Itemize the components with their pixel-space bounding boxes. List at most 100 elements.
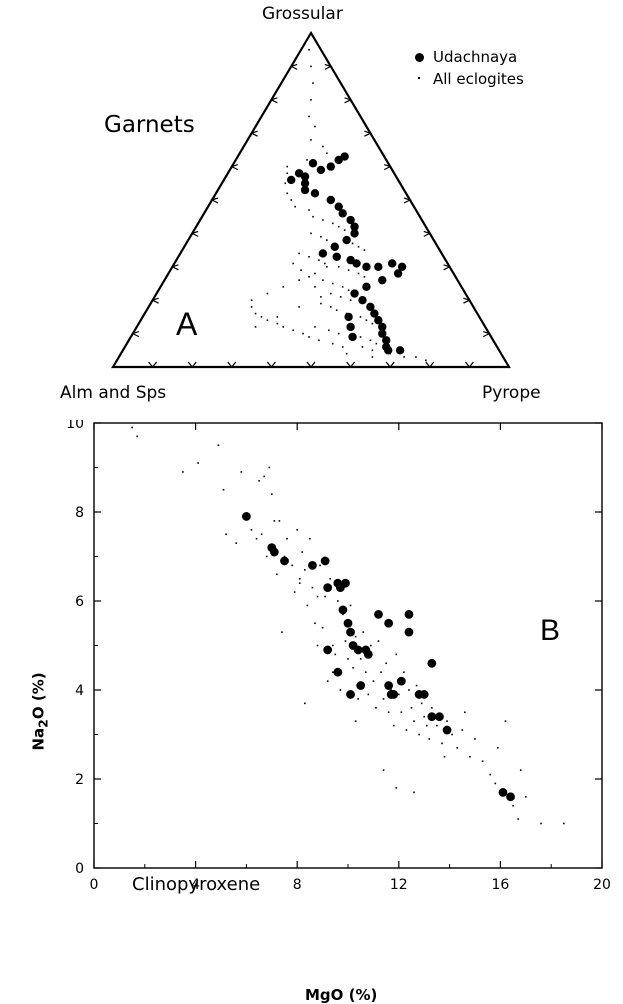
legend-label-udachnaya: Udachnaya — [433, 48, 518, 66]
point-all-eclogites — [456, 747, 459, 749]
point-all-eclogites — [292, 262, 294, 265]
point-udachnaya — [308, 561, 317, 570]
point-udachnaya — [242, 512, 251, 521]
tick-left — [131, 331, 140, 338]
point-all-eclogites — [260, 533, 263, 536]
point-udachnaya — [300, 172, 310, 181]
point-udachnaya — [419, 690, 429, 699]
point-udachnaya — [362, 262, 371, 271]
legend: Udachnaya All eclogites — [415, 48, 565, 92]
point-udachnaya — [320, 556, 330, 566]
point-all-eclogites — [326, 266, 328, 268]
point-all-eclogites — [321, 626, 324, 629]
point-all-eclogites — [283, 555, 286, 558]
point-all-eclogites — [351, 242, 354, 245]
series-udachnaya — [242, 512, 515, 802]
point-all-eclogites — [197, 462, 199, 464]
point-all-eclogites — [306, 159, 308, 161]
point-udachnaya — [348, 332, 357, 342]
point-all-eclogites — [254, 326, 257, 328]
point-all-eclogites — [370, 644, 372, 647]
point-all-eclogites — [298, 306, 300, 308]
point-all-eclogites — [418, 733, 420, 736]
point-all-eclogites — [474, 738, 476, 740]
point-all-eclogites — [282, 286, 285, 288]
point-all-eclogites — [263, 475, 265, 478]
point-all-eclogites — [266, 292, 269, 295]
tick-left — [250, 130, 258, 137]
point-udachnaya — [346, 690, 355, 699]
point-all-eclogites — [286, 165, 289, 168]
point-all-eclogites — [281, 631, 283, 633]
point-all-eclogites — [260, 316, 263, 318]
point-all-eclogites — [382, 769, 385, 771]
tick-right — [344, 97, 353, 104]
point-all-eclogites — [443, 755, 446, 758]
y-axis-label: Na2O (%) — [29, 672, 51, 751]
point-all-eclogites — [337, 600, 339, 602]
point-udachnaya — [352, 259, 361, 268]
ternary-series-udachnaya — [287, 152, 407, 355]
point-all-eclogites — [428, 738, 431, 740]
point-udachnaya — [374, 262, 383, 271]
point-all-eclogites — [316, 644, 319, 647]
point-all-eclogites — [330, 306, 332, 308]
point-udachnaya — [378, 322, 387, 332]
tick-right — [482, 331, 491, 338]
point-all-eclogites — [276, 322, 279, 325]
plot-frame — [93, 422, 603, 869]
point-all-eclogites — [318, 259, 320, 261]
point-all-eclogites — [286, 172, 289, 175]
point-udachnaya — [341, 578, 350, 588]
point-udachnaya — [404, 627, 414, 637]
point-all-eclogites — [367, 693, 370, 696]
point-all-eclogites — [331, 671, 334, 673]
point-udachnaya — [363, 650, 373, 659]
point-all-eclogites — [540, 822, 542, 825]
point-all-eclogites — [266, 319, 269, 322]
point-udachnaya — [326, 162, 335, 171]
point-all-eclogites — [304, 702, 306, 705]
axis-ticks — [93, 422, 603, 869]
point-all-eclogites — [311, 586, 314, 589]
point-all-eclogites — [420, 702, 423, 705]
point-all-eclogites — [298, 252, 300, 255]
point-all-eclogites — [250, 306, 253, 308]
point-udachnaya — [404, 609, 414, 619]
point-all-eclogites — [341, 286, 344, 288]
tick-right — [403, 197, 412, 204]
point-all-eclogites — [349, 299, 352, 301]
tick-left — [151, 297, 159, 304]
point-all-eclogites — [398, 693, 400, 696]
point-all-eclogites — [310, 139, 312, 141]
point-udachnaya — [506, 792, 515, 802]
point-all-eclogites — [250, 529, 253, 531]
point-udachnaya — [269, 547, 279, 557]
tick-right — [443, 264, 452, 271]
point-all-eclogites — [431, 707, 433, 709]
point-all-eclogites — [481, 760, 484, 762]
point-udachnaya — [346, 215, 355, 225]
point-all-eclogites — [469, 755, 471, 758]
point-all-eclogites — [365, 319, 368, 322]
tick-left — [289, 63, 298, 70]
point-all-eclogites — [364, 671, 367, 673]
point-all-eclogites — [312, 82, 314, 84]
point-all-eclogites — [512, 804, 514, 807]
point-all-eclogites — [298, 279, 300, 281]
point-all-eclogites — [222, 488, 225, 491]
point-all-eclogites — [359, 336, 362, 338]
point-all-eclogites — [390, 689, 392, 691]
point-all-eclogites — [306, 604, 309, 607]
ternary-ticks — [131, 63, 491, 368]
point-udachnaya — [300, 179, 310, 188]
series-all-eclogites — [131, 426, 565, 825]
point-udachnaya — [396, 676, 406, 686]
tick-bottom — [464, 361, 474, 368]
point-all-eclogites — [342, 613, 344, 616]
point-all-eclogites — [441, 742, 443, 745]
point-all-eclogites — [326, 680, 329, 682]
y-tick-label: 2 — [75, 772, 84, 788]
point-all-eclogites — [395, 787, 398, 789]
point-all-eclogites — [310, 232, 312, 235]
